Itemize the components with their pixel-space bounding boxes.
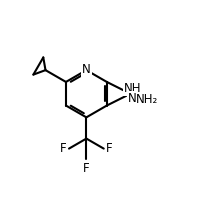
Text: N: N — [82, 63, 91, 76]
Text: F: F — [83, 162, 90, 175]
Text: F: F — [106, 142, 113, 155]
Text: NH: NH — [124, 82, 142, 95]
Text: NH₂: NH₂ — [135, 93, 158, 106]
Text: F: F — [60, 142, 67, 155]
Text: N: N — [128, 92, 136, 105]
